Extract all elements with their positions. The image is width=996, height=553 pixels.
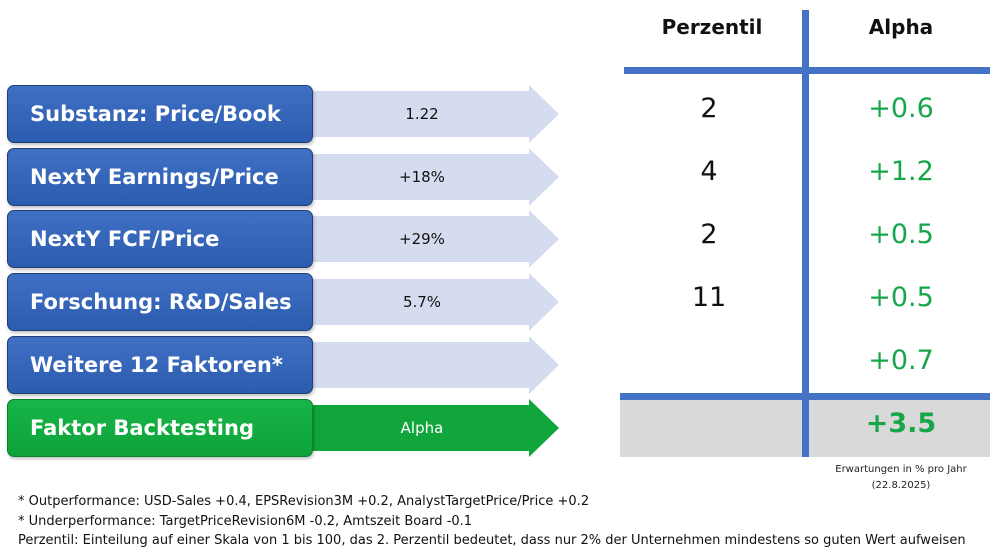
factor-row-fcf-price: NextY FCF/Price +29%	[7, 210, 559, 268]
factor-row-price-book: Substanz: Price/Book 1.22	[7, 85, 559, 143]
factor-value: 1.22	[405, 105, 439, 123]
factor-value: +18%	[399, 168, 445, 186]
factor-label: NextY FCF/Price	[7, 210, 313, 268]
header-alpha: Alpha	[868, 15, 934, 39]
alpha-value: +0.7	[868, 345, 934, 376]
factor-label: Forschung: R&D/Sales	[7, 273, 313, 331]
alpha-value: +1.2	[868, 156, 934, 187]
footnote-outperformance: * Outperformance: USD-Sales +0.4, EPSRev…	[18, 494, 590, 509]
factor-label: Substanz: Price/Book	[7, 85, 313, 143]
alpha-value: +0.5	[868, 282, 934, 313]
percentile-value: 4	[700, 156, 718, 187]
factor-value: 5.7%	[402, 293, 442, 311]
factor-label: NextY Earnings/Price	[7, 148, 313, 206]
column-divider-line	[802, 10, 809, 457]
percentile-value: 11	[691, 282, 727, 313]
expectation-note: Erwartungen in % pro Jahr	[835, 464, 967, 475]
factor-row-other-factors: Weitere 12 Faktoren*	[7, 336, 559, 394]
factor-value	[317, 336, 527, 394]
backtesting-value: Alpha	[400, 419, 444, 437]
header-percentile: Perzentil	[661, 15, 763, 39]
footnote-perzentil: Perzentil: Einteilung auf einer Skala vo…	[18, 533, 966, 548]
total-alpha-value: +3.5	[865, 408, 937, 439]
expectation-date: (22.8.2025)	[871, 480, 931, 491]
backtesting-row: Faktor Backtesting Alpha	[7, 399, 559, 457]
alpha-value: +0.6	[868, 93, 934, 124]
factor-row-rd-sales: Forschung: R&D/Sales 5.7%	[7, 273, 559, 331]
factor-label: Weitere 12 Faktoren*	[7, 336, 313, 394]
percentile-value: 2	[700, 219, 718, 250]
footnote-underperformance: * Underperformance: TargetPriceRevision6…	[18, 514, 473, 529]
percentile-value: 2	[700, 93, 718, 124]
factor-value: +29%	[399, 230, 445, 248]
backtesting-label: Faktor Backtesting	[7, 399, 313, 457]
alpha-value: +0.5	[868, 219, 934, 250]
factor-row-earnings-price: NextY Earnings/Price +18%	[7, 148, 559, 206]
